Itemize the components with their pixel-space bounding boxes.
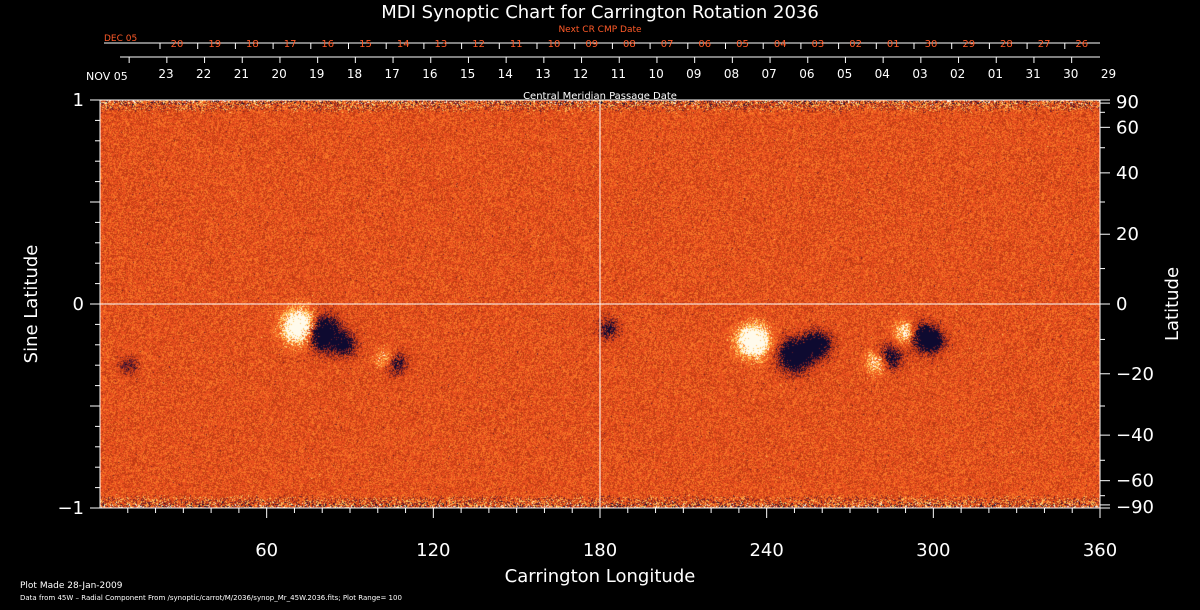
next-cr-date-label: 07 — [661, 39, 674, 50]
next-cr-date-label: 03 — [812, 39, 825, 50]
next-cr-date-label: 17 — [284, 39, 297, 50]
cmp-date-label: 23 — [158, 67, 173, 81]
x-axis: 60 120 180 240 300 360 — [127, 508, 1117, 561]
cmp-tick-group: 23 22 21 20 19 18 17 16 15 14 13 12 11 10 09 08 07 06 05 04… — [120, 56, 1116, 81]
next-cr-date-label: 28 — [1000, 39, 1013, 50]
y-left-tick-label: −1 — [57, 498, 84, 519]
y-right-axis-label: Latitude — [1162, 267, 1183, 341]
next-cr-date-label: 10 — [548, 39, 561, 50]
next-cr-date-label: 14 — [397, 39, 410, 50]
next-cr-date-label: 20 — [171, 39, 184, 50]
next-cr-date-label: 16 — [321, 39, 334, 50]
y-right-tick-label: 60 — [1116, 117, 1139, 138]
x-axis-label: Carrington Longitude — [505, 566, 696, 587]
next-cr-date-label: 12 — [472, 39, 485, 50]
next-cr-date-label: 18 — [246, 39, 259, 50]
cmp-date-label: 05 — [837, 67, 852, 81]
magnetogram-plot — [99, 99, 1101, 509]
x-tick-label: 300 — [916, 540, 950, 561]
next-cr-date-label: 02 — [849, 39, 862, 50]
y-right-tick-label: 40 — [1116, 163, 1139, 184]
cmp-date-label: 17 — [385, 67, 400, 81]
cmp-date-label: 14 — [498, 67, 513, 81]
cmp-date-label: 07 — [762, 67, 777, 81]
x-tick-label: 120 — [416, 540, 450, 561]
y-left-tick-label: 1 — [73, 90, 84, 111]
cmp-date-label: 15 — [460, 67, 475, 81]
cmp-date-label: 21 — [234, 67, 249, 81]
cmp-date-label: 31 — [1025, 67, 1040, 81]
next-cr-date-label: 15 — [359, 39, 372, 50]
next-cr-axis-label: Next CR CMP Date — [558, 25, 642, 35]
cmp-date-label: 30 — [1063, 67, 1078, 81]
y-right-tick-label: −90 — [1116, 497, 1154, 518]
y-left-axis-label: Sine Latitude — [21, 245, 42, 364]
x-tick-label: 180 — [583, 540, 617, 561]
next-cr-date-label: 09 — [585, 39, 598, 50]
cmp-date-label: 20 — [271, 67, 286, 81]
cmp-date-label: 19 — [309, 67, 324, 81]
next-cr-date-label: 13 — [435, 39, 448, 50]
next-cr-date-label: 27 — [1038, 39, 1051, 50]
y-right-tick-label: −60 — [1116, 471, 1154, 492]
y-right-tick-label: −20 — [1116, 364, 1154, 385]
y-right-tick-label: 0 — [1116, 294, 1127, 315]
next-cr-date-label: 11 — [510, 39, 523, 50]
cmp-date-label: 02 — [950, 67, 965, 81]
chart-title: MDI Synoptic Chart for Carrington Rotati… — [381, 2, 819, 23]
cmp-date-label: 18 — [347, 67, 362, 81]
cmp-start-label: NOV 05 — [86, 70, 128, 83]
y-left-axis: 1 0 −1 — [57, 90, 100, 519]
next-cr-date-label: 04 — [774, 39, 787, 50]
next-cr-date-label: 06 — [698, 39, 711, 50]
next-cr-date-label: 19 — [208, 39, 221, 50]
plot-made-note: Plot Made 28-Jan-2009 — [20, 581, 123, 591]
cmp-date-label: 01 — [988, 67, 1003, 81]
cmp-date-label: 22 — [196, 67, 211, 81]
x-tick-label: 60 — [255, 540, 278, 561]
next-cr-date-label: 26 — [1075, 39, 1088, 50]
y-right-tick-label: −40 — [1116, 425, 1154, 446]
cmp-date-label: 12 — [573, 67, 588, 81]
cmp-date-label: 09 — [686, 67, 701, 81]
y-right-tick-label: 90 — [1116, 92, 1139, 113]
next-cr-date-label: 29 — [962, 39, 975, 50]
next-cr-date-label: 01 — [887, 39, 900, 50]
next-cr-date-label: 30 — [925, 39, 938, 50]
cmp-date-label: 08 — [724, 67, 739, 81]
cmp-date-label: 03 — [912, 67, 927, 81]
cmp-date-label: 13 — [535, 67, 550, 81]
cmp-date-label: 11 — [611, 67, 626, 81]
next-cr-date-label: 05 — [736, 39, 749, 50]
y-right-axis: 90 60 40 20 0 −20 −40 −60 −90 — [1100, 92, 1154, 518]
next-cr-tick-group: 20 19 18 17 16 15 14 13 12 11 10 09 08 07 06 05 04 03 02 01… — [104, 39, 1100, 50]
data-source-note: Data from 45W – Radial Component From /s… — [20, 594, 402, 602]
y-left-tick-label: 0 — [73, 294, 84, 315]
x-tick-label: 360 — [1083, 540, 1117, 561]
cmp-date-label: 29 — [1101, 67, 1116, 81]
cmp-axis-label: Central Meridian Passage Date — [523, 91, 677, 102]
y-right-tick-label: 20 — [1116, 224, 1139, 245]
x-tick-label: 240 — [749, 540, 783, 561]
next-cr-date-label: 08 — [623, 39, 636, 50]
cmp-date-label: 06 — [799, 67, 814, 81]
cmp-date-label: 16 — [422, 67, 437, 81]
cmp-date-label: 10 — [648, 67, 663, 81]
cmp-date-label: 04 — [875, 67, 890, 81]
next-cr-start-label: DEC 05 — [104, 34, 137, 44]
